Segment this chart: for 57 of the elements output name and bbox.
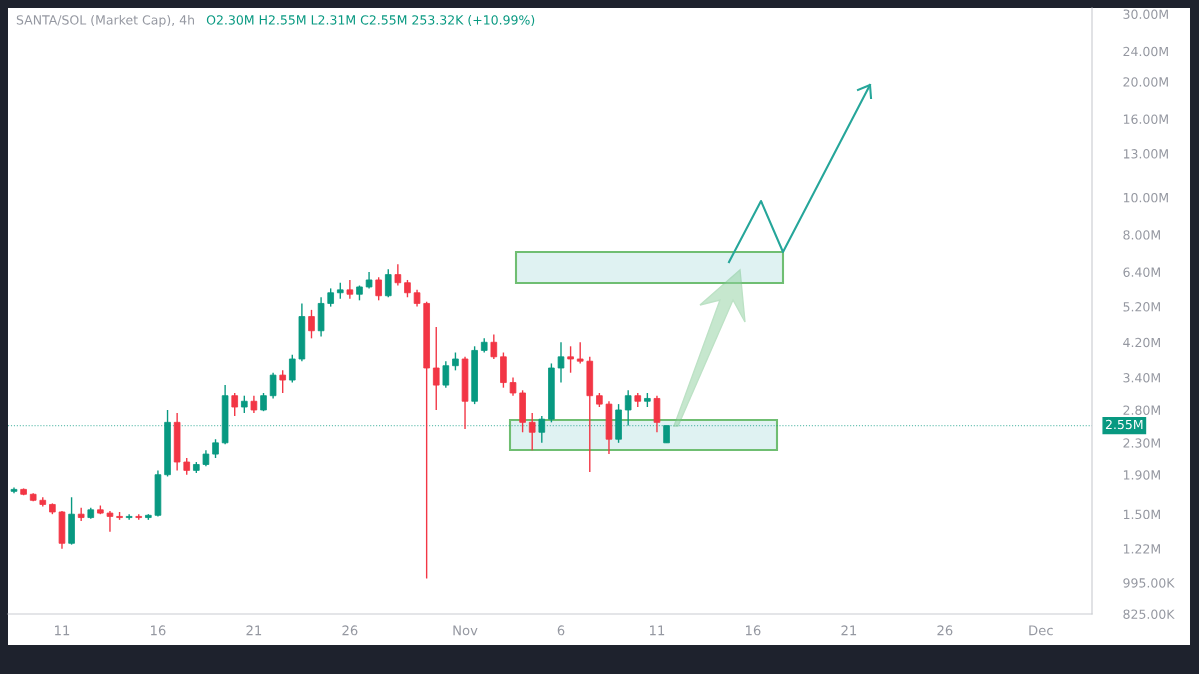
y-tick-label: 24.00M	[1123, 46, 1168, 57]
candlestick	[653, 395, 661, 433]
candlestick	[269, 372, 277, 400]
y-tick-label: 995.00K	[1123, 578, 1175, 588]
candlestick	[289, 353, 296, 384]
y-tick-label: 1.90M	[1123, 470, 1160, 480]
candlestick	[308, 309, 315, 340]
ref-line-label: 2.55M	[1105, 419, 1143, 430]
candlestick	[394, 263, 402, 287]
y-tick-label: 1.50M	[1123, 509, 1160, 520]
y-tick-label: 2.30M	[1123, 438, 1160, 448]
x-tick-label: 21	[841, 625, 857, 636]
x-tick-label: 6	[557, 625, 565, 636]
candlestick	[567, 345, 574, 374]
x-tick-label: Nov	[453, 625, 478, 636]
text: SANTA/SOL (Market Cap), 4h	[16, 14, 194, 28]
candlestick	[125, 513, 133, 521]
y-tick-label: 3.40M	[1123, 373, 1160, 383]
candlestick	[528, 412, 536, 451]
y-tick-label: 16.00M	[1123, 114, 1168, 124]
candlestick	[279, 369, 286, 394]
candlestick	[442, 360, 450, 389]
y-tick-label: 10.00M	[1123, 192, 1168, 203]
y-tick-label: 20.00M	[1123, 77, 1168, 87]
y-tick-label: 6.40M	[1123, 267, 1160, 277]
candlestick	[106, 510, 114, 533]
candlestick	[576, 341, 584, 365]
y-tick-label: 2.80M	[1123, 405, 1160, 415]
x-tick-label: 26	[342, 625, 358, 636]
text: O2.30M H2.55M L2.31M C2.55M 253.32K (+10.99%)	[206, 14, 535, 27]
candlestick	[327, 287, 334, 308]
y-tick-label: 5.20M	[1123, 302, 1160, 312]
candlestick	[624, 389, 632, 427]
candlestick	[384, 268, 392, 298]
candlestick	[231, 392, 239, 417]
y-tick-label: 1.22M	[1123, 544, 1160, 554]
x-tick-label: 11	[650, 625, 665, 636]
candlestick	[77, 506, 85, 522]
candlestick	[432, 326, 440, 411]
y-tick-label: 13.00M	[1123, 149, 1168, 159]
candlestick	[538, 415, 546, 444]
x-tick-label: 11	[55, 625, 70, 636]
x-tick-label: 21	[246, 625, 262, 636]
candlestick	[375, 276, 382, 302]
y-tick-label: 30.00M	[1123, 9, 1168, 19]
y-tick-label: 4.20M	[1123, 337, 1160, 348]
y-tick-label: 8.00M	[1123, 230, 1160, 240]
candlestick	[490, 333, 498, 360]
x-tick-label: 16	[745, 625, 761, 636]
candlestick	[509, 376, 517, 397]
candlestick	[557, 341, 565, 384]
x-tick-label: 26	[937, 625, 953, 636]
y-tick-label: 825.00K	[1123, 609, 1175, 619]
candlestick	[346, 279, 354, 300]
x-tick-label: Dec	[1029, 625, 1053, 636]
x-tick-label: 16	[151, 625, 166, 636]
candlestick	[212, 438, 219, 459]
